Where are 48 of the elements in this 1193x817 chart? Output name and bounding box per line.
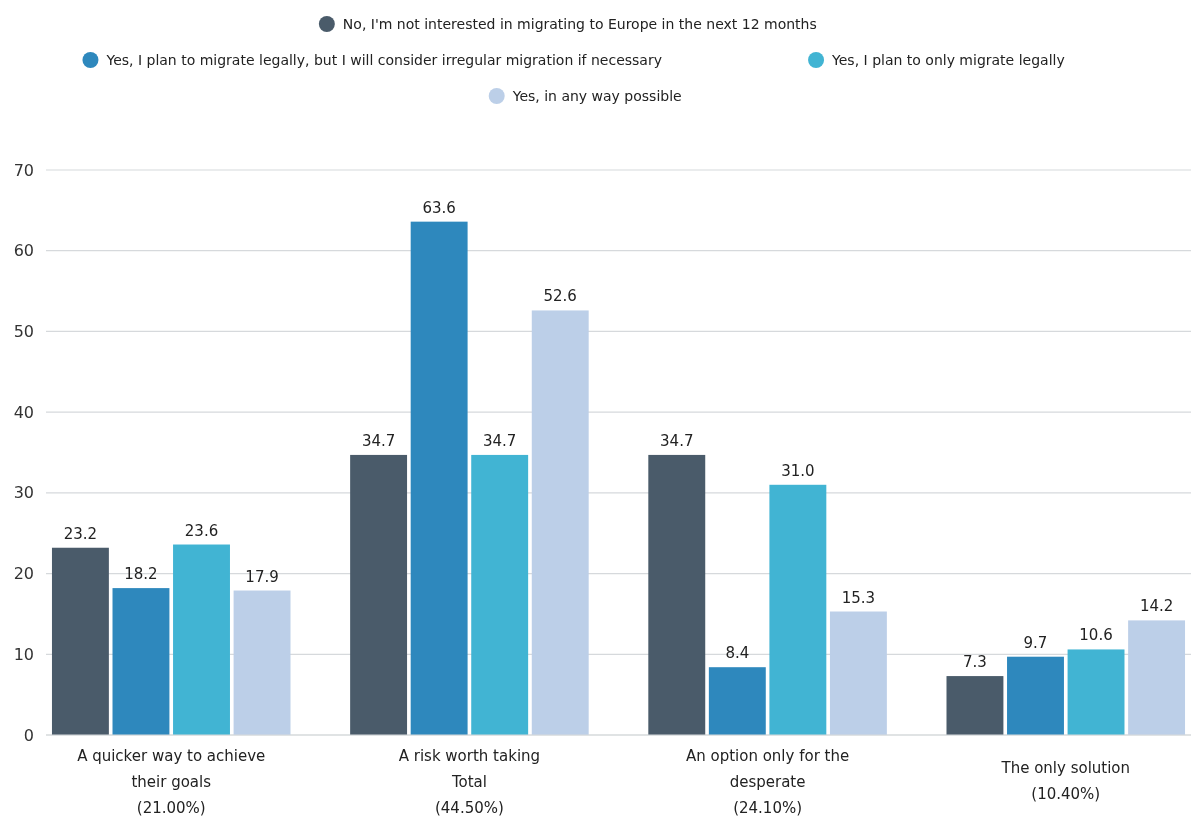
bar <box>648 454 706 735</box>
x-tick-label: An option only for the desperate (24.10%) <box>685 747 850 817</box>
data-label: 23.6 <box>184 521 219 540</box>
y-tick-label: 60 <box>13 241 34 261</box>
bar <box>233 590 291 735</box>
bar <box>531 310 589 735</box>
bar <box>350 454 408 735</box>
bar <box>1067 649 1125 735</box>
data-label: 34.7 <box>482 431 517 450</box>
data-label: 15.3 <box>841 588 876 607</box>
data-label: 10.6 <box>1079 626 1113 645</box>
legend-label: Yes, I plan to migrate legally, but I will consider irregular migration if necessary <box>105 51 663 68</box>
y-tick-label: 30 <box>13 483 34 503</box>
data-label: 34.7 <box>361 431 396 450</box>
data-label: 34.7 <box>660 431 694 450</box>
data-label: 23.2 <box>63 524 98 543</box>
bar <box>708 667 766 735</box>
data-label: 31.0 <box>781 461 815 480</box>
x-tick-label: The only solution (10.40%) <box>1000 759 1131 803</box>
data-label: 7.3 <box>963 653 987 672</box>
data-label: 14.2 <box>1139 597 1174 616</box>
bar <box>112 588 170 735</box>
bar <box>829 611 887 735</box>
legend-label: No, I'm not interested in migrating to Europe in the next 12 months <box>342 15 817 32</box>
y-tick-label: 50 <box>13 322 34 342</box>
bar <box>51 547 109 735</box>
data-label: 63.6 <box>422 198 456 217</box>
data-label: 8.4 <box>725 644 750 663</box>
y-tick-label: 20 <box>13 564 34 584</box>
bar <box>173 544 230 735</box>
x-tick-label: A quicker way to achieve their goals (21.00%) <box>77 747 266 817</box>
bar <box>1128 620 1186 735</box>
y-tick-label: 70 <box>13 160 34 180</box>
bar <box>769 484 827 735</box>
data-label: 18.2 <box>124 565 158 584</box>
y-tick-label: 0 <box>23 725 34 745</box>
bar <box>410 221 468 735</box>
y-tick-label: 10 <box>13 644 34 664</box>
data-label: 17.9 <box>245 567 279 586</box>
legend-label: Yes, in any way possible <box>511 87 682 104</box>
legend-label: Yes, I plan to only migrate legally <box>831 51 1065 68</box>
bar <box>471 454 529 735</box>
bar <box>1007 656 1064 735</box>
data-label: 52.6 <box>543 287 577 306</box>
data-label: 9.7 <box>1023 633 1048 652</box>
y-tick-label: 40 <box>13 402 34 422</box>
x-tick-label: A risk worth taking Total (44.50%) <box>398 747 541 817</box>
bar <box>946 676 1004 735</box>
